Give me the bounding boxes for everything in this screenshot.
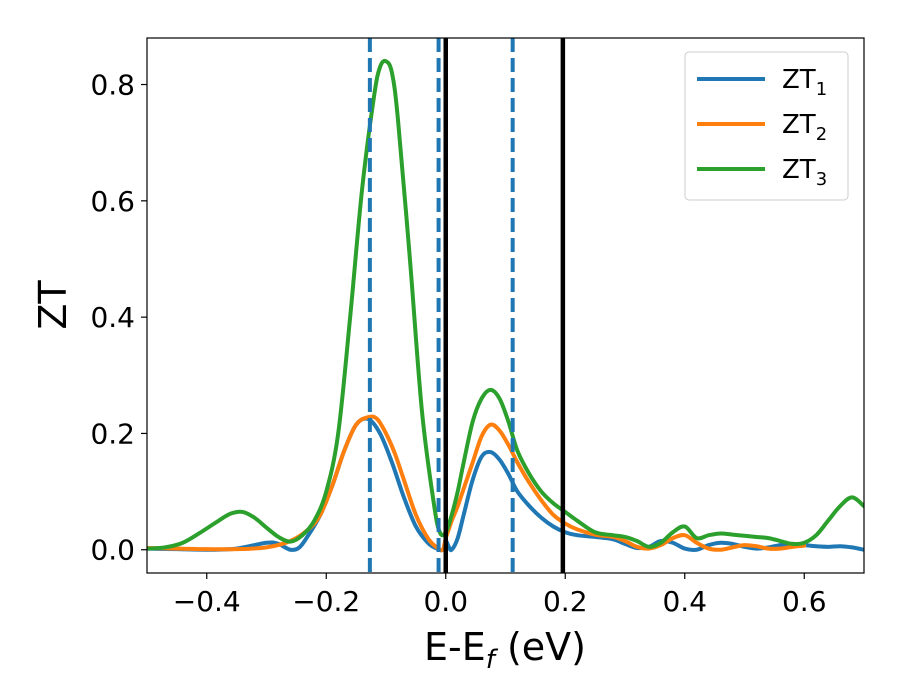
- x-tick-label: 0.4: [662, 585, 707, 618]
- x-tick-label: 0.6: [782, 585, 827, 618]
- legend-label-sub: 2: [816, 124, 827, 145]
- legend-label-3: ZT3: [782, 155, 827, 190]
- legend-label-main: ZT: [782, 65, 816, 95]
- x-tick-label: 0.0: [423, 585, 468, 618]
- y-tick-label: 0.2: [90, 417, 135, 450]
- x-axis-title-tail: (eV): [495, 625, 586, 669]
- x-tick-label: −0.4: [173, 585, 241, 618]
- legend-label-sub: 1: [816, 79, 827, 100]
- legend-box: [684, 51, 849, 201]
- x-axis-title-main: E-E: [424, 625, 486, 669]
- legend-label-main: ZT: [782, 155, 816, 185]
- x-tick-label: 0.2: [543, 585, 588, 618]
- y-axis-title: ZT: [31, 280, 75, 330]
- y-tick-label: 0.8: [90, 69, 135, 102]
- series-line-2: [147, 414, 807, 553]
- x-axis-title: E-Ef (eV): [424, 625, 586, 675]
- legend-label-main: ZT: [782, 110, 816, 140]
- series-line-3: [147, 58, 864, 551]
- legend-label-1: ZT1: [782, 65, 827, 100]
- x-tick-label: −0.2: [292, 585, 360, 618]
- plot-frame: [146, 37, 865, 574]
- y-tick-label: 0.6: [90, 185, 135, 218]
- y-tick-label: 0.4: [90, 301, 135, 334]
- legend-label-sub: 3: [816, 169, 827, 190]
- legend-label-2: ZT2: [782, 110, 827, 145]
- plot-layer: [147, 38, 864, 573]
- axes-ticks: −0.4 −0.2 0.0 0.2 0.4 0.6 0.0 0.2 0.4 0.6 0.8: [90, 69, 826, 618]
- y-tick-label: 0.0: [90, 534, 135, 567]
